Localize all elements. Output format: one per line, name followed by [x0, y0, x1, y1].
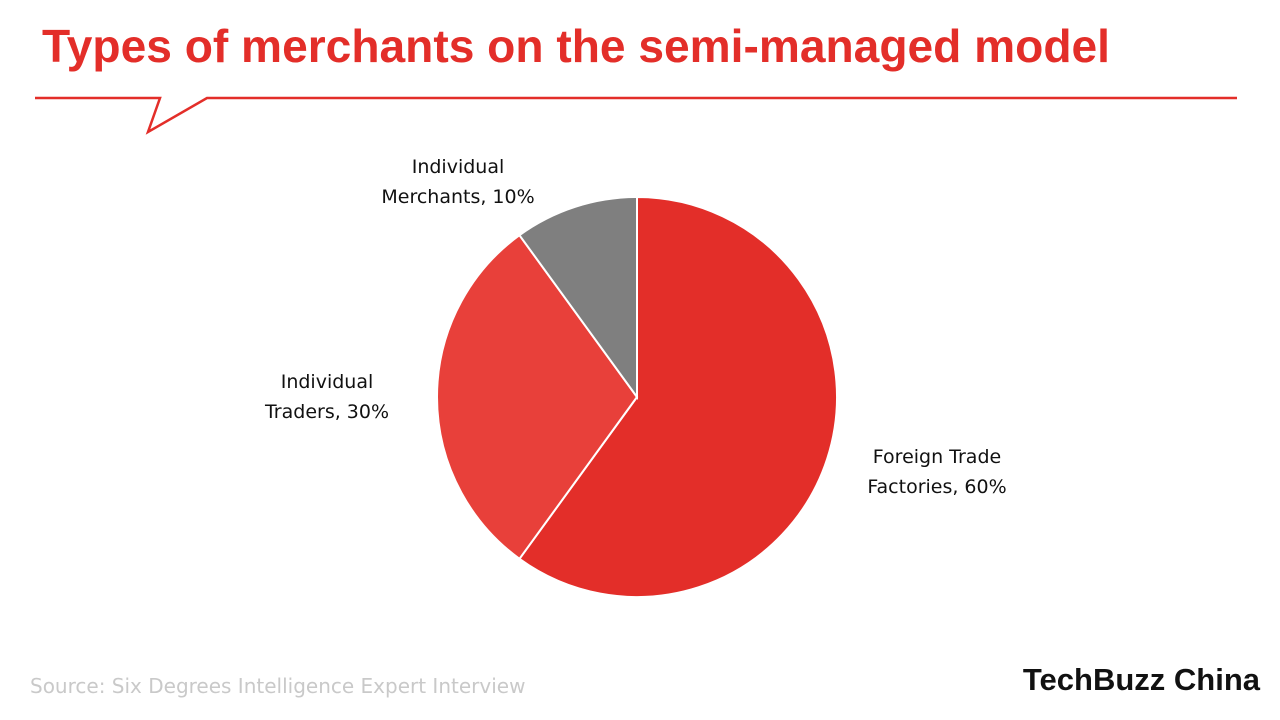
pie-slice: [436, 233, 639, 561]
pie: [436, 195, 838, 598]
source: Source: Six Degrees Intelligence Expert …: [30, 674, 525, 698]
pie-slice: [518, 195, 638, 401]
header-rule: [35, 96, 1237, 135]
category-label: Individual Traders,: [264, 371, 374, 423]
slice-label: Individual Merchants, 10%: [343, 152, 573, 212]
value-label: 60%: [964, 476, 1007, 498]
chart-title: Types of merchants on the semi-managed m…: [42, 20, 1110, 72]
category-label: Individual Merchants,: [381, 156, 505, 208]
pie-slice: [518, 195, 838, 598]
logo: TechBuzz China: [1023, 662, 1261, 697]
slice-label: Individual Traders, 30%: [227, 367, 427, 427]
category-label: Foreign Trade Factories,: [867, 446, 1002, 498]
slice-label: Foreign Trade Factories, 60%: [857, 442, 1017, 502]
value-label: 10%: [492, 186, 535, 208]
value-label: 30%: [346, 401, 389, 423]
